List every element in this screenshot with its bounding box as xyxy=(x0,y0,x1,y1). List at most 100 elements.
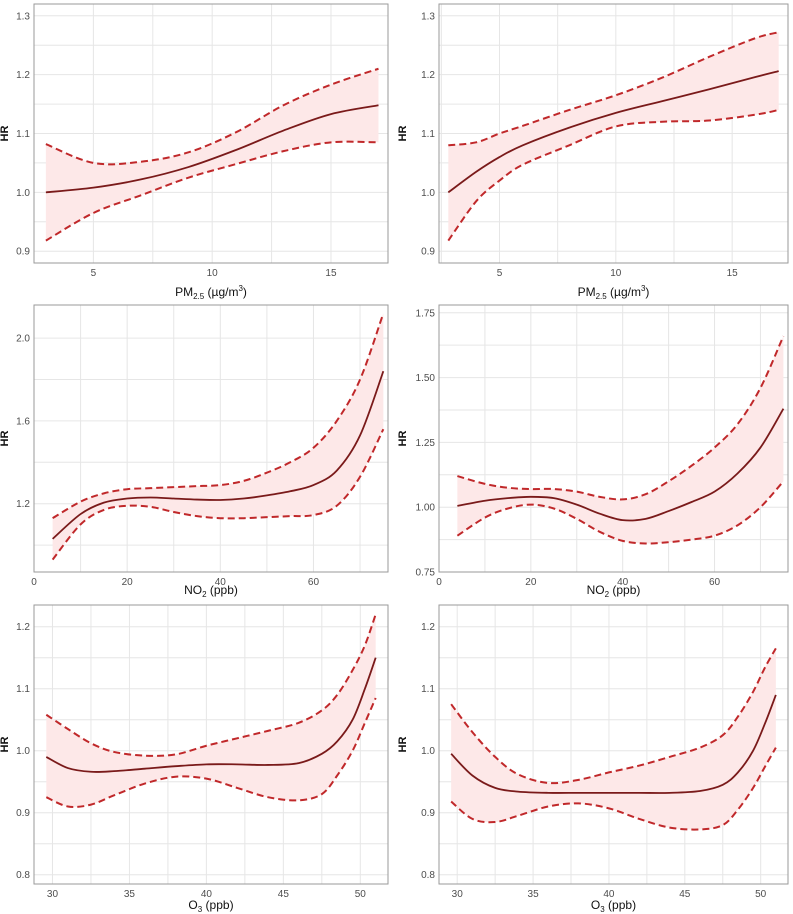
x-label-base: PM xyxy=(578,285,596,299)
plot-border-no2-left xyxy=(33,304,389,573)
lower-ci-line-no2-right xyxy=(456,480,785,545)
y-tick-label-o3-right: 0.8 xyxy=(421,870,435,881)
y-tick-label-pm25-left: 1.3 xyxy=(16,11,30,22)
x-tick-label-o3-right: 35 xyxy=(528,889,540,900)
x-tick-label-o3-left: 30 xyxy=(47,889,59,900)
x-tick-label-pm25-right: 5 xyxy=(497,268,503,279)
x-label-subscript: 2 xyxy=(202,590,207,599)
hr-estimate-line-pm25-right xyxy=(447,70,779,194)
plot-border-o3-right xyxy=(438,604,789,885)
x-tick-label-pm25-right: 15 xyxy=(727,268,739,279)
hr-estimate-line-pm25-left xyxy=(45,104,379,194)
x-label-subscript: 2.5 xyxy=(596,292,608,301)
x-tick-label-no2-left: 60 xyxy=(308,577,320,588)
x-tick-label-o3-left: 50 xyxy=(355,889,367,900)
chart-o3-panel-right: 30 35 40 45 50 0.8 0.9 1.0 1.1 1.2 HR O3 (ppb) xyxy=(397,604,789,914)
y-tick-label-no2-left: 2.0 xyxy=(16,334,30,345)
y-tick-label-no2-right: 1.75 xyxy=(416,308,436,319)
x-tick-label-pm25-left: 5 xyxy=(91,268,97,279)
y-tick-label-no2-left: 1.2 xyxy=(16,499,30,510)
y-tick-label-pm25-left: 1.2 xyxy=(16,70,30,81)
y-tick-label-pm25-right: 0.9 xyxy=(421,247,435,258)
y-tick-label-no2-right: 0.75 xyxy=(416,568,436,579)
upper-ci-line-pm25-right xyxy=(448,31,779,147)
y-tick-label-pm25-right: 1.3 xyxy=(421,11,435,22)
ci-band-pm25-left xyxy=(45,68,379,241)
y-tick-label-o3-right: 0.9 xyxy=(421,808,435,819)
y-tick-label-pm25-left: 1.0 xyxy=(16,188,30,199)
hr-estimate-line-no2-right xyxy=(457,408,785,522)
y-axis-label-no2-left: HR xyxy=(0,431,11,447)
x-label-base: NO xyxy=(587,583,605,597)
upper-ci-line-o3-right xyxy=(450,647,777,785)
x-label-subscript: 2.5 xyxy=(193,292,205,301)
x-label-units: (ppb) xyxy=(605,898,636,912)
x-label-units: (µg/m xyxy=(607,285,641,299)
upper-ci-line-o3-left xyxy=(45,613,377,757)
x-axis-label-no2-left: NO2 (ppb) xyxy=(184,583,238,599)
x-label-base: O xyxy=(188,898,197,912)
x-axis-label-pm25-right: PM2.5 (µg/m3) xyxy=(578,284,650,301)
x-tick-label-pm25-right: 10 xyxy=(610,268,622,279)
upper-ci-line-no2-right xyxy=(457,335,785,501)
lower-ci-line-pm25-left xyxy=(45,140,379,242)
x-tick-label-o3-right: 45 xyxy=(679,889,691,900)
x-label-subscript: 3 xyxy=(198,905,203,914)
x-tick-label-no2-left: 0 xyxy=(31,577,37,588)
y-tick-label-o3-left: 0.8 xyxy=(16,870,30,881)
hr-estimate-line-o3-left xyxy=(45,657,377,773)
ci-band-no2-right xyxy=(457,336,784,544)
lower-ci-line-o3-left xyxy=(45,697,377,808)
y-tick-label-o3-left: 1.2 xyxy=(16,622,30,633)
y-tick-label-o3-right: 1.0 xyxy=(421,746,435,757)
lower-ci-line-o3-right xyxy=(450,747,777,831)
x-label-close: ) xyxy=(645,285,649,299)
x-tick-label-no2-right: 20 xyxy=(525,577,537,588)
y-tick-label-o3-right: 1.2 xyxy=(421,622,435,633)
hr-estimate-line-o3-right xyxy=(450,694,777,794)
y-tick-label-no2-right: 1.25 xyxy=(416,438,436,449)
x-tick-label-no2-right: 0 xyxy=(436,577,442,588)
y-tick-label-pm25-right: 1.0 xyxy=(421,188,435,199)
chart-pm25-panel-right: 5 10 15 0.9 1.0 1.1 1.2 1.3 HR PM2.5 (µg/m3) xyxy=(397,3,789,301)
x-tick-label-no2-right: 40 xyxy=(617,577,629,588)
x-axis-label-pm25-left: PM2.5 (µg/m3) xyxy=(175,284,247,301)
y-axis-label-o3-left: HR xyxy=(0,737,11,753)
upper-ci-line-pm25-left xyxy=(45,67,379,166)
plot-border-o3-left xyxy=(33,604,389,885)
y-tick-label-pm25-right: 1.2 xyxy=(421,70,435,81)
y-tick-label-pm25-left: 0.9 xyxy=(16,247,30,258)
x-tick-label-no2-left: 20 xyxy=(122,577,134,588)
y-axis-label-pm25-left: HR xyxy=(0,126,11,142)
chart-no2-panel-left: 0 20 40 60 1.2 1.6 2.0 HR NO2 (ppb) xyxy=(0,304,389,599)
x-label-subscript: 2 xyxy=(605,590,610,599)
y-axis-label-pm25-right: HR xyxy=(397,126,409,142)
y-tick-label-no2-left: 1.6 xyxy=(16,416,30,427)
x-label-units: (ppb) xyxy=(207,583,238,597)
x-label-superscript: 3 xyxy=(238,284,243,293)
x-tick-label-o3-left: 35 xyxy=(124,889,136,900)
ci-band-o3-left xyxy=(46,614,376,807)
chart-o3-panel-left: 30 35 40 45 50 0.8 0.9 1.0 1.1 1.2 HR O3 (ppb) xyxy=(0,604,389,914)
x-tick-label-no2-right: 60 xyxy=(709,577,721,588)
x-label-close: ) xyxy=(243,285,247,299)
x-axis-label-o3-right: O3 (ppb) xyxy=(591,898,636,914)
chart-no2-panel-right: 0 20 40 60 0.75 1.00 1.25 1.50 1.75 HR NO2 (ppb) xyxy=(397,304,789,599)
y-tick-label-o3-left: 1.0 xyxy=(16,746,30,757)
x-tick-label-o3-left: 45 xyxy=(278,889,290,900)
y-tick-label-pm25-left: 1.1 xyxy=(16,129,30,140)
x-label-units: (ppb) xyxy=(609,583,640,597)
plot-border-pm25-left xyxy=(33,3,389,264)
x-tick-label-o3-right: 30 xyxy=(452,889,464,900)
y-tick-label-o3-left: 1.1 xyxy=(16,684,30,695)
plot-border-pm25-right xyxy=(438,3,789,264)
x-label-superscript: 3 xyxy=(641,284,646,293)
hr-estimate-line-no2-left xyxy=(52,370,385,540)
x-label-subscript: 3 xyxy=(600,905,605,914)
x-axis-label-o3-left: O3 (ppb) xyxy=(188,898,233,914)
x-label-units: (ppb) xyxy=(202,898,233,912)
x-label-base: NO xyxy=(184,583,202,597)
x-label-base: O xyxy=(591,898,600,912)
y-tick-label-no2-right: 1.00 xyxy=(416,503,436,514)
